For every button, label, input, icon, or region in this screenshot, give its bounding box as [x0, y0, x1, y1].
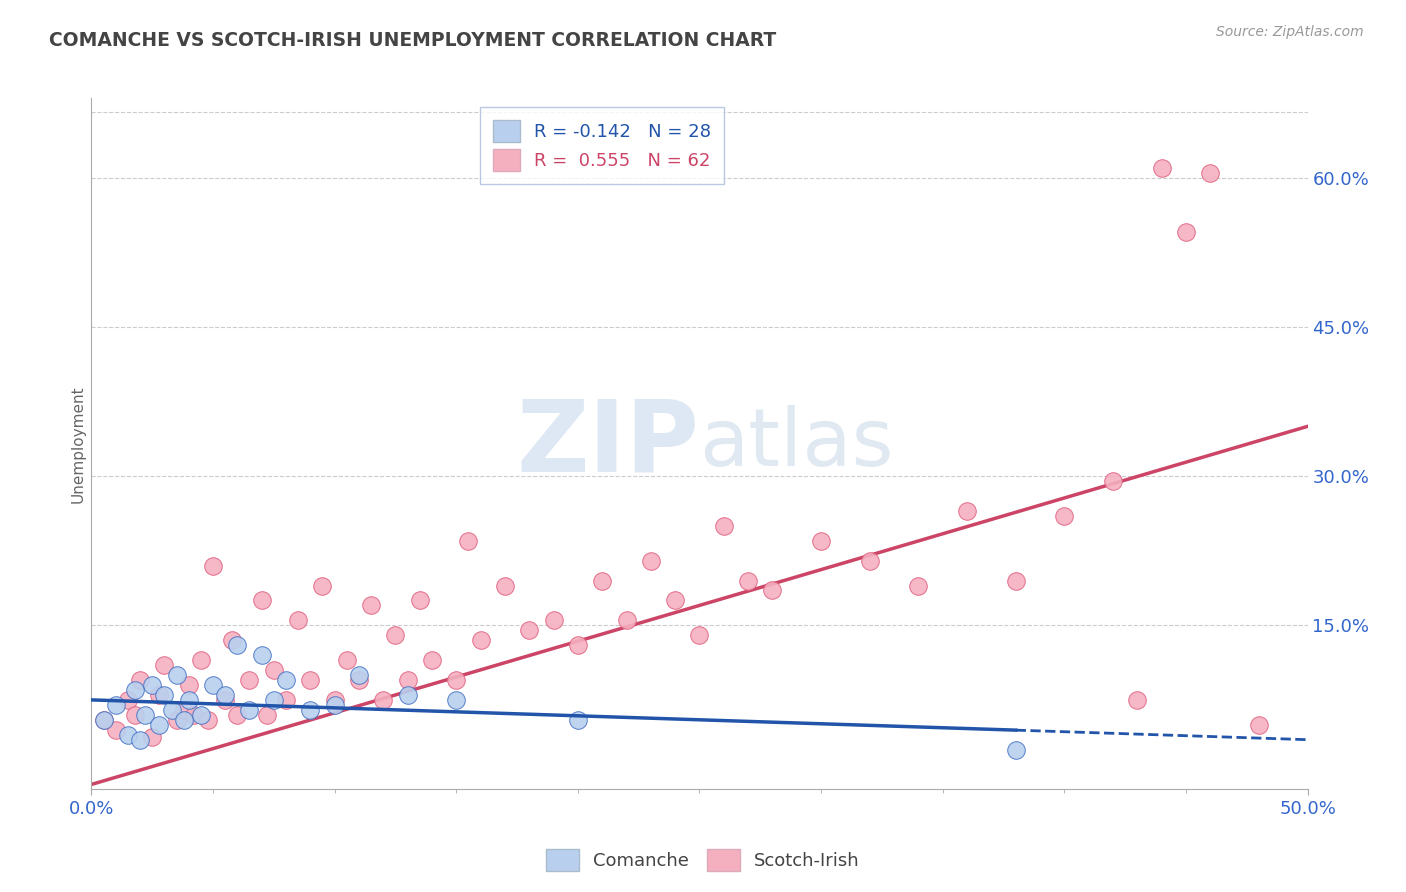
Point [396, 673, 419, 687]
Point [360, 599, 382, 613]
Point [336, 653, 359, 667]
Point [567, 638, 589, 652]
Point [274, 693, 297, 707]
Point [166, 668, 188, 682]
Point [1175, 226, 1198, 240]
Point [197, 713, 219, 727]
Point [323, 698, 346, 712]
Point [183, 707, 205, 722]
Legend: R = -0.142   N = 28, R =  0.555   N = 62: R = -0.142 N = 28, R = 0.555 N = 62 [481, 107, 724, 184]
Point [177, 678, 200, 692]
Point [287, 613, 309, 627]
Point [956, 504, 979, 518]
Point [1247, 718, 1270, 732]
Point [104, 723, 127, 737]
Point [129, 673, 152, 687]
Point [470, 633, 492, 648]
Point [907, 578, 929, 592]
Point [173, 713, 195, 727]
Point [396, 688, 419, 702]
Point [173, 703, 195, 717]
Point [347, 673, 370, 687]
Point [323, 693, 346, 707]
Point [263, 663, 285, 677]
Point [444, 673, 467, 687]
Point [153, 688, 176, 702]
Text: COMANCHE VS SCOTCH-IRISH UNEMPLOYMENT CORRELATION CHART: COMANCHE VS SCOTCH-IRISH UNEMPLOYMENT CO… [49, 31, 776, 50]
Point [238, 673, 260, 687]
Point [859, 554, 882, 568]
Point [420, 653, 443, 667]
Point [311, 578, 333, 592]
Point [117, 693, 139, 707]
Point [1126, 693, 1149, 707]
Point [688, 628, 710, 642]
Legend: Comanche, Scotch-Irish: Comanche, Scotch-Irish [538, 842, 868, 879]
Point [263, 693, 285, 707]
Point [1102, 474, 1125, 488]
Point [761, 583, 783, 598]
Point [299, 703, 322, 717]
Point [256, 707, 278, 722]
Point [664, 593, 686, 607]
Text: Source: ZipAtlas.com: Source: ZipAtlas.com [1216, 25, 1364, 39]
Point [148, 718, 170, 732]
Point [226, 638, 249, 652]
Point [148, 688, 170, 702]
Point [93, 713, 115, 727]
Point [713, 518, 735, 533]
Point [373, 693, 395, 707]
Point [299, 673, 322, 687]
Point [129, 732, 152, 747]
Point [1150, 161, 1173, 175]
Point [1004, 574, 1026, 588]
Point [160, 703, 183, 717]
Point [226, 707, 249, 722]
Point [190, 707, 212, 722]
Point [384, 628, 406, 642]
Point [214, 688, 236, 702]
Point [517, 624, 540, 638]
Y-axis label: Unemployment: Unemployment [70, 385, 86, 502]
Text: ZIP: ZIP [516, 395, 699, 492]
Point [591, 574, 613, 588]
Point [202, 558, 225, 573]
Point [202, 678, 225, 692]
Point [117, 728, 139, 742]
Point [567, 713, 589, 727]
Point [250, 593, 273, 607]
Point [238, 703, 260, 717]
Point [737, 574, 759, 588]
Point [190, 653, 212, 667]
Point [616, 613, 638, 627]
Point [93, 713, 115, 727]
Point [141, 678, 163, 692]
Point [1053, 508, 1076, 523]
Point [494, 578, 516, 592]
Point [104, 698, 127, 712]
Point [810, 533, 832, 548]
Point [221, 633, 243, 648]
Point [1004, 742, 1026, 756]
Point [1199, 166, 1222, 180]
Point [347, 668, 370, 682]
Point [250, 648, 273, 662]
Point [457, 533, 479, 548]
Point [153, 658, 176, 673]
Point [124, 707, 146, 722]
Point [214, 693, 236, 707]
Text: atlas: atlas [699, 405, 894, 483]
Point [124, 682, 146, 697]
Point [166, 713, 188, 727]
Point [274, 673, 297, 687]
Point [444, 693, 467, 707]
Point [141, 730, 163, 744]
Point [640, 554, 662, 568]
Point [409, 593, 432, 607]
Point [134, 707, 156, 722]
Point [177, 693, 200, 707]
Point [543, 613, 565, 627]
